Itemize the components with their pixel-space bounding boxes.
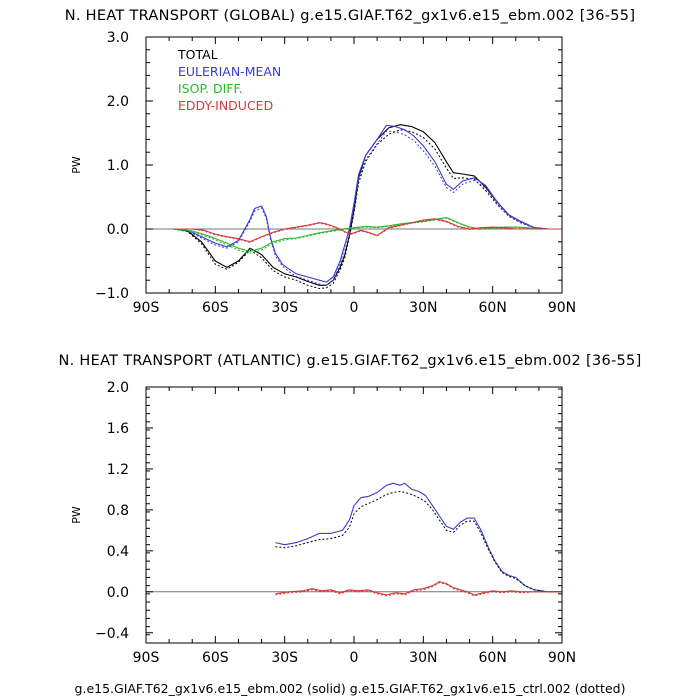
global-x-tick-label: 0 [350,300,359,316]
global-panel: N. HEAT TRANSPORT (GLOBAL) g.e15.GIAF.T6… [65,8,636,316]
atlantic-y-tick-label: −0.4 [95,626,129,642]
global-y-tick-label: 1.0 [107,158,129,174]
global-plot-frame [145,36,563,294]
global-series-eddy-induced [173,218,562,243]
atlantic-x-tick-label: 60S [202,650,229,666]
atlantic-x-tick-label: 90N [548,650,576,666]
global-x-tick-label: 60S [202,300,229,316]
global-series-isop-diff-ctrl [173,217,562,254]
global-series-isop-diff [173,216,562,252]
legend-item-isop-diff: ISOP. DIFF. [178,81,243,96]
atlantic-series-eulerian-mean [275,482,562,593]
atlantic-plot-marks: 90S 60S 30S 0 30N 60N 90N −0.4 0.0 0.4 0.8 1.2 1.6 2.… [95,380,576,666]
atlantic-y-tick-label: 1.2 [107,462,129,478]
atlantic-y-tick-label: 0.4 [107,544,129,560]
atlantic-series-eddy-induced-ctrl [275,582,562,597]
global-y-axis-label: PW [70,156,83,174]
atlantic-y-tick-label: 2.0 [107,380,129,396]
global-x-tick-label: 90S [133,300,160,316]
atlantic-y-tick-label: 0.0 [107,585,129,601]
global-y-tick-label: 0.0 [107,222,129,238]
global-series-eulerian-mean-ctrl [173,130,562,286]
legend-item-total: TOTAL [177,47,218,62]
legend-item-eddy-induced: EDDY-INDUCED [178,98,273,113]
atlantic-y-tick-label: 1.6 [107,421,129,437]
atlantic-panel-title: N. HEAT TRANSPORT (ATLANTIC) g.e15.GIAF.… [58,353,641,369]
atlantic-x-tick-label: 30N [409,650,437,666]
global-x-tick-label: 30S [271,300,298,316]
atlantic-y-axis-label: PW [70,506,83,524]
atlantic-x-tick-label: 90S [133,650,160,666]
atlantic-x-tick-label: 0 [350,650,359,666]
global-x-tick-label: 30N [409,300,437,316]
global-y-tick-label: 3.0 [107,30,129,46]
global-y-tick-label: 2.0 [107,94,129,110]
global-series-total [173,124,562,286]
figure-caption: g.e15.GIAF.T62_gx1v6.e15_ebm.002 (solid)… [75,681,626,696]
atlantic-y-tick-label: 0.8 [107,503,129,519]
global-x-tick-label: 60N [479,300,507,316]
atlantic-series-eddy-induced [275,581,562,596]
atlantic-series-eulerian-mean-ctrl [275,490,562,593]
atlantic-x-tick-label: 30S [271,650,298,666]
global-panel-title: N. HEAT TRANSPORT (GLOBAL) g.e15.GIAF.T6… [65,8,636,24]
global-x-tick-label: 90N [548,300,576,316]
global-legend: TOTAL EULERIAN-MEAN ISOP. DIFF. EDDY-IND… [177,47,281,113]
global-series-total-ctrl [173,129,562,289]
atlantic-x-tick-label: 60N [479,650,507,666]
legend-item-eulerian-mean: EULERIAN-MEAN [178,64,281,79]
global-y-tick-label: −1.0 [95,286,129,302]
atlantic-plot-frame [145,386,563,644]
atlantic-panel: N. HEAT TRANSPORT (ATLANTIC) g.e15.GIAF.… [58,353,641,666]
global-series-eulerian-mean [173,124,562,283]
global-plot-marks: 90S 60S 30S 0 30N 60N 90N −1.0 0.0 1.0 2.0 3.0 [95,30,576,316]
global-series-eddy-induced-ctrl [173,218,562,243]
